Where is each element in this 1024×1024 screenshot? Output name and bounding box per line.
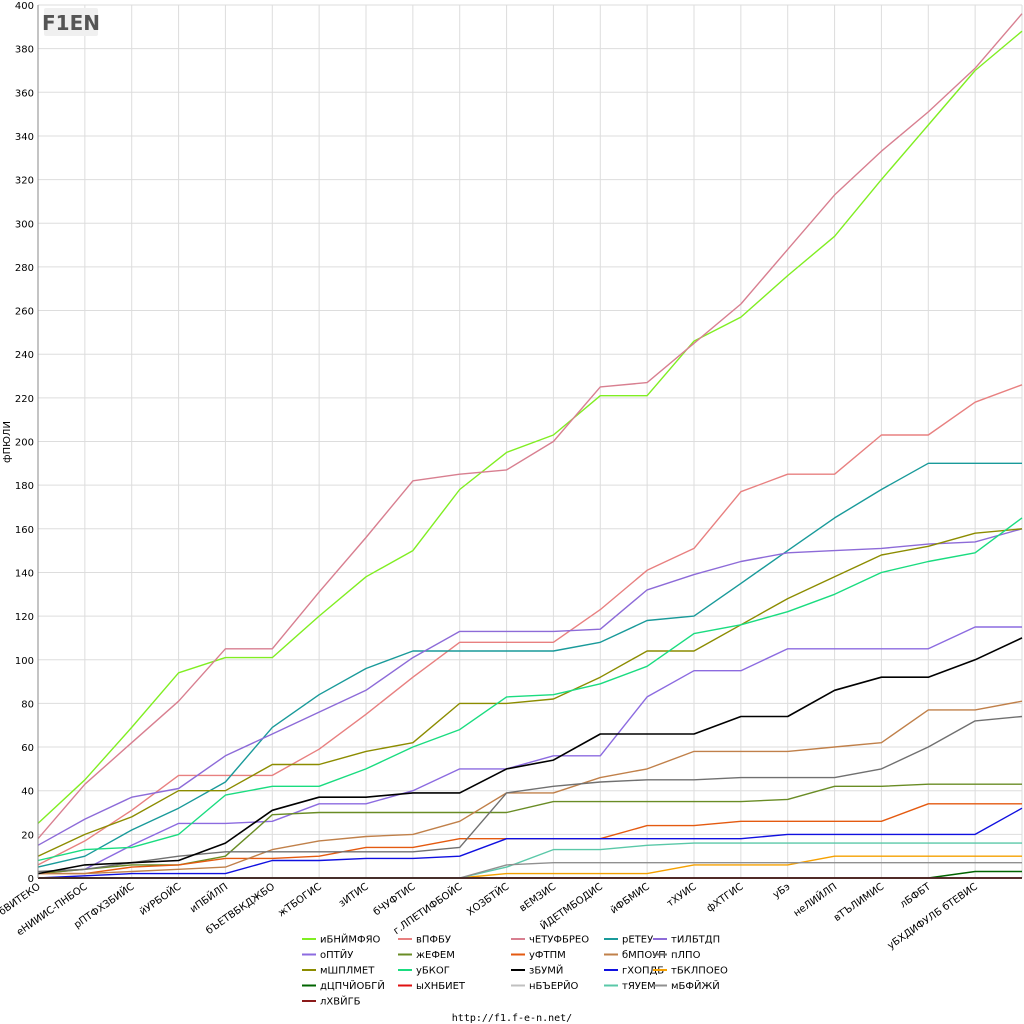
- legend-label: мШПЛМЕТ: [320, 966, 375, 977]
- y-tick-label: 60: [21, 743, 34, 754]
- legend-item: зБУМЙ: [511, 964, 563, 977]
- logo: F1EN: [42, 8, 100, 36]
- series-line: [37, 637, 1023, 875]
- y-tick-label: 20: [21, 830, 34, 841]
- y-tick-label: 240: [15, 350, 34, 361]
- legend-label: чЕТУФБРЕО: [529, 935, 589, 946]
- y-tick-label: 300: [15, 219, 34, 230]
- legend-label: рЕТЕУ: [622, 935, 653, 946]
- legend-label: уБКОГ: [416, 966, 450, 977]
- legend-label: оПТЙУ: [320, 948, 353, 961]
- y-tick-label: 220: [15, 394, 34, 405]
- legend-label: нБЪЕРЙО: [529, 979, 579, 992]
- y-tick-label: 260: [15, 307, 34, 318]
- legend-item: ыХНБИЕТ: [398, 981, 466, 992]
- legend-item: чЕТУФБРЕО: [511, 935, 589, 946]
- legend-label: пЛПО: [671, 950, 701, 961]
- legend-label: зБУМЙ: [529, 964, 563, 977]
- y-tick-label: 140: [15, 568, 34, 579]
- legend-item: вПФБУ: [398, 935, 451, 946]
- legend-label: тБКЛПОЕО: [671, 966, 728, 977]
- legend-item: тИЛБТДП: [653, 935, 720, 946]
- legend-label: мБФЙЖЙ: [671, 979, 720, 992]
- logo-text: F1EN: [42, 11, 100, 35]
- y-tick-label: 200: [15, 438, 34, 449]
- legend-item: мШПЛМЕТ: [302, 966, 375, 977]
- y-tick-label: 80: [21, 699, 34, 710]
- series-line: [37, 30, 1023, 824]
- legend-item: уФТПМ: [511, 950, 566, 961]
- legend-item: гХОПДБ: [604, 966, 664, 977]
- series-line: [37, 462, 1022, 868]
- footer-url[interactable]: http://f1.f-e-n.net/: [452, 1013, 572, 1024]
- legend-label: ыХНБИЕТ: [416, 981, 466, 992]
- series-line: [37, 528, 1023, 857]
- legend-item: пЛПО: [653, 950, 701, 961]
- legend-label: тИЛБТДП: [671, 935, 720, 946]
- y-tick-label: 280: [15, 263, 34, 274]
- y-tick-label: 340: [15, 132, 34, 143]
- y-tick-label: 40: [21, 787, 34, 798]
- legend-label: дЦПЧЙОБГЙ: [320, 979, 385, 992]
- legend-label: жЕФЕМ: [416, 950, 455, 961]
- y-tick-label: 400: [15, 1, 34, 12]
- y-tick-label: 0: [28, 874, 34, 885]
- legend-item: иБНЙМФЯО: [302, 933, 381, 946]
- legend-item: бМПОУП: [604, 950, 666, 961]
- legend: иБНЙМФЯО вПФБУ чЕТУФБРЕО рЕТЕУ тИЛБТДП оПТЙУ ж…: [302, 933, 728, 1008]
- series-line: [37, 783, 1022, 875]
- y-axis-ticks: 0 20 40 60 80 100 120 140 160 180 200 220 240 260 280 3…: [15, 1, 34, 885]
- legend-label: вПФБУ: [416, 935, 451, 946]
- legend-item: мБФЙЖЙ: [653, 979, 720, 992]
- grid: [38, 4, 1023, 878]
- legend-label: иБНЙМФЯО: [320, 933, 381, 946]
- legend-label: гХОПДБ: [622, 966, 664, 977]
- y-tick-label: 180: [15, 481, 34, 492]
- y-tick-label: 360: [15, 88, 34, 99]
- y-tick-label: 120: [15, 612, 34, 623]
- legend-label: уФТПМ: [529, 950, 566, 961]
- legend-label: бМПОУП: [622, 950, 666, 961]
- legend-item: уБКОГ: [398, 966, 450, 977]
- legend-label: тЯУЕМ: [622, 981, 656, 992]
- series-line: [37, 517, 1023, 862]
- series-line: [37, 13, 1023, 840]
- series-line: [37, 807, 1023, 879]
- series-line: [37, 384, 1023, 866]
- y-tick-label: 160: [15, 525, 34, 536]
- y-tick-label: 100: [15, 656, 34, 667]
- legend-item: рЕТЕУ: [604, 935, 653, 946]
- legend-item: дЦПЧЙОБГЙ: [302, 979, 385, 992]
- legend-item: тЯУЕМ: [604, 981, 656, 992]
- series-line: [38, 700, 1023, 875]
- legend-item: оПТЙУ: [302, 948, 353, 961]
- series-line: [37, 626, 1022, 875]
- y-tick-label: 320: [15, 176, 34, 187]
- legend-item: лХВЙГБ: [302, 995, 361, 1008]
- series-line: [37, 528, 1023, 846]
- legend-item: жЕФЕМ: [398, 950, 455, 961]
- legend-label: лХВЙГБ: [320, 995, 361, 1008]
- legend-item: тБКЛПОЕО: [653, 966, 728, 977]
- legend-item: нБЪЕРЙО: [511, 979, 579, 992]
- series-line: [37, 715, 1023, 873]
- y-tick-label: 380: [15, 45, 34, 56]
- y-axis-label: фПЮЛИ: [2, 421, 13, 463]
